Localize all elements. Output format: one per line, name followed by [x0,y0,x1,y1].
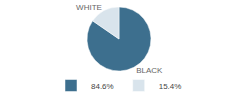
svg-text:BLACK: BLACK [136,66,163,75]
svg-text:84.6%: 84.6% [91,82,114,91]
svg-text:WHITE: WHITE [76,3,102,12]
svg-text:15.4%: 15.4% [159,82,182,91]
